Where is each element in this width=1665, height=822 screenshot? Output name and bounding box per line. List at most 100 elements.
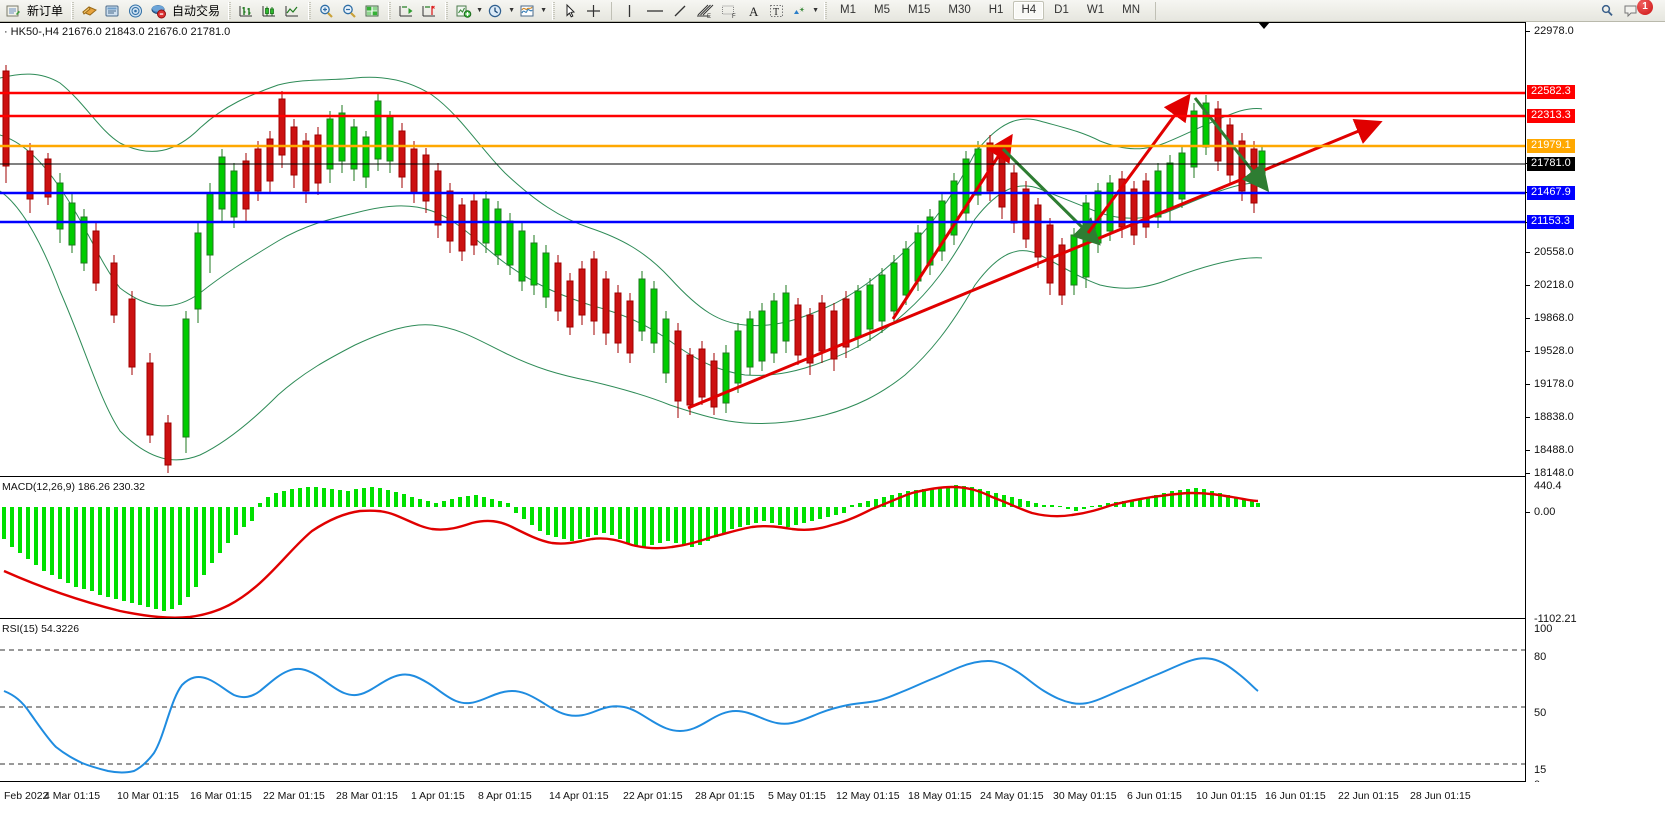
axis-tick-18488: 18488.0 — [1534, 444, 1574, 456]
templates-icon[interactable] — [517, 1, 538, 21]
time-label-17: 10 Jun 01:15 — [1196, 790, 1257, 802]
fibonacci-icon[interactable]: E — [693, 1, 716, 21]
time-label-19: 22 Jun 01:15 — [1338, 790, 1399, 802]
svg-text:T: T — [773, 7, 779, 18]
axis-tick-20558: 20558.0 — [1534, 246, 1574, 258]
time-label-8: 14 Apr 01:15 — [549, 790, 609, 802]
horizontal-level-lines — [0, 91, 1525, 224]
chart-workspace[interactable]: · HK50-,H4 21676.0 21843.0 21676.0 21781.… — [0, 22, 1665, 822]
auto-scroll-icon[interactable] — [419, 1, 440, 21]
axis-level-21467[interactable]: 21467.9 — [1527, 186, 1575, 200]
axis-tick-20218: 20218.0 — [1534, 279, 1574, 291]
toolbar-divider — [611, 1, 613, 20]
timeframe-mn[interactable]: MN — [1122, 4, 1140, 16]
period-icon[interactable] — [485, 1, 506, 21]
axis-level-22582[interactable]: 22582.3 — [1527, 85, 1575, 99]
axis-tick-18148: 18148.0 — [1534, 467, 1574, 479]
horizontal-line-icon[interactable] — [642, 1, 668, 21]
time-label-5: 28 Mar 01:15 — [336, 790, 398, 802]
chevron-down-icon[interactable]: ▼ — [508, 7, 515, 14]
line-chart-icon[interactable] — [282, 1, 303, 21]
auto-trading-label[interactable]: 自动交易 — [172, 3, 221, 18]
rsi-pane[interactable]: RSI(15) 54.3226 — [0, 621, 1525, 782]
shapes-icon[interactable] — [789, 1, 810, 21]
axis-tick-19868: 19868.0 — [1534, 312, 1574, 324]
svg-text:E: E — [707, 14, 711, 19]
zoom-in-icon[interactable] — [316, 1, 337, 21]
expert-advisor-icon[interactable] — [79, 1, 100, 21]
rsi-axis-tick-15: 15 — [1534, 764, 1547, 776]
main-toolbar: 新订单 自动交易 — [0, 0, 1665, 22]
chart-annotations — [687, 93, 1383, 410]
toolbar-separator — [824, 1, 828, 20]
chart-symbol-header: · HK50-,H4 21676.0 21843.0 21676.0 21781.… — [4, 26, 230, 38]
annotation-projection-trendline — [687, 118, 1383, 410]
axis-tick-19528: 19528.0 — [1534, 345, 1574, 357]
chevron-down-icon[interactable]: ▼ — [540, 7, 547, 14]
time-label-7: 8 Apr 01:15 — [478, 790, 532, 802]
time-label-10: 28 Apr 01:15 — [695, 790, 755, 802]
price-pane[interactable]: · HK50-,H4 21676.0 21843.0 21676.0 21781.… — [0, 22, 1525, 477]
macd-title: MACD(12,26,9) 186.26 230.32 — [2, 481, 146, 493]
candlestick-series — [2, 65, 1266, 473]
time-label-16: 6 Jun 01:15 — [1127, 790, 1182, 802]
time-label-0: Feb 2022 — [4, 790, 49, 802]
annotation-correction-down-2 — [1193, 97, 1270, 193]
auto-trading-icon[interactable] — [148, 1, 169, 21]
timeframe-w1[interactable]: W1 — [1086, 4, 1105, 16]
signals-icon[interactable] — [125, 1, 146, 21]
text-icon[interactable]: A — [743, 1, 764, 21]
crosshair-icon[interactable] — [583, 1, 604, 21]
time-axis[interactable]: Feb 2022 4 Mar 01:15 10 Mar 01:15 16 Mar… — [0, 782, 1665, 822]
price-axis[interactable]: 22978.0 21598.0 21258.0 20908.0 20558.0 … — [1525, 22, 1665, 791]
bar-chart-icon[interactable] — [236, 1, 257, 21]
toolbar-divider — [1155, 1, 1156, 20]
toolbar-separator — [228, 1, 232, 20]
axis-level-22313[interactable]: 22313.3 — [1527, 109, 1575, 123]
toolbar-separator — [71, 1, 75, 20]
axis-level-21153[interactable]: 21153.3 — [1527, 215, 1574, 229]
text-label-icon[interactable]: T — [766, 1, 787, 21]
new-order-button[interactable]: 新订单 — [2, 1, 67, 21]
macd-axis-tick-max: 440.4 — [1534, 480, 1562, 492]
timeframe-m1[interactable]: M1 — [840, 4, 857, 16]
timeframe-d1[interactable]: D1 — [1054, 4, 1069, 16]
rsi-canvas[interactable] — [0, 621, 1525, 781]
timeframe-h4[interactable]: H4 — [1013, 1, 1045, 20]
new-order-icon — [3, 1, 24, 21]
time-label-4: 22 Mar 01:15 — [263, 790, 325, 802]
time-label-12: 12 May 01:15 — [836, 790, 900, 802]
chart-shift-icon[interactable] — [396, 1, 417, 21]
timeframe-h1[interactable]: H1 — [988, 4, 1004, 16]
zoom-out-icon[interactable] — [339, 1, 360, 21]
channel-icon[interactable]: F — [718, 1, 741, 21]
candlestick-chart-icon[interactable] — [259, 1, 280, 21]
notification-badge: 1 — [1637, 0, 1653, 15]
macd-canvas[interactable] — [0, 479, 1525, 619]
toolbar-separator — [308, 1, 312, 20]
notifications-icon[interactable]: 1 — [1620, 0, 1660, 21]
toolbar-separator — [552, 1, 556, 20]
chevron-down-icon[interactable]: ▼ — [812, 7, 819, 14]
vertical-line-icon[interactable] — [619, 1, 640, 21]
annotation-correction-down-1 — [1001, 147, 1101, 246]
new-order-label: 新订单 — [27, 3, 64, 18]
axis-level-21979[interactable]: 21979.1 — [1527, 139, 1575, 153]
search-icon[interactable] — [1597, 1, 1618, 21]
toolbar-right-group: 1 — [1596, 0, 1665, 21]
chevron-down-icon[interactable]: ▼ — [476, 7, 483, 14]
timeframe-m15[interactable]: M15 — [908, 4, 931, 16]
data-window-icon[interactable] — [102, 1, 123, 21]
rsi-axis-tick-100: 100 — [1534, 623, 1553, 635]
price-chart-canvas[interactable] — [0, 23, 1525, 477]
trendline-icon[interactable] — [670, 1, 691, 21]
tile-windows-icon[interactable] — [362, 1, 383, 21]
cursor-icon[interactable] — [560, 1, 581, 21]
svg-text:F: F — [732, 14, 736, 19]
indicators-icon[interactable] — [453, 1, 474, 21]
axis-level-21781-current-price[interactable]: 21781.0 — [1527, 157, 1575, 171]
timeframe-m5[interactable]: M5 — [874, 4, 890, 16]
macd-histogram — [2, 485, 1260, 611]
timeframe-m30[interactable]: M30 — [948, 4, 971, 16]
macd-pane[interactable]: MACD(12,26,9) 186.26 230.32 — [0, 479, 1525, 619]
